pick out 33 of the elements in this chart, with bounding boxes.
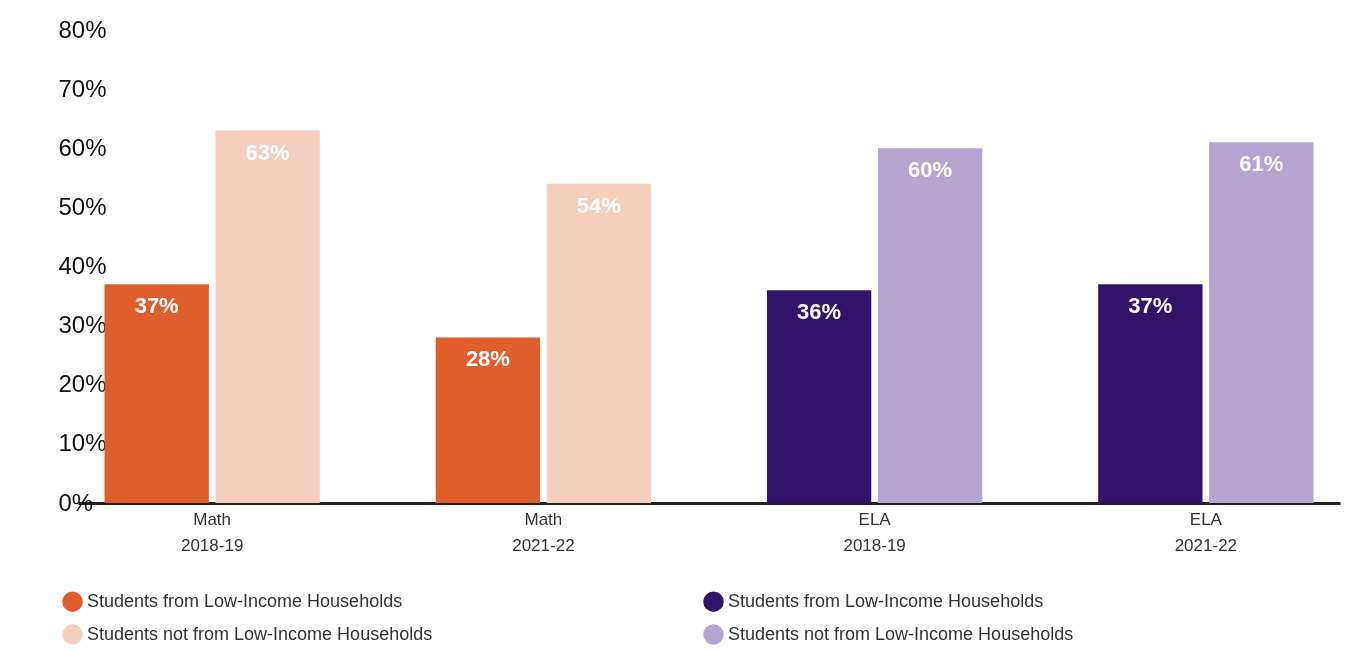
bar xyxy=(766,290,872,503)
data-label: 28% xyxy=(465,346,510,372)
bar xyxy=(1098,284,1203,503)
y-tick-label: 80% xyxy=(58,15,107,43)
legend-label: Students not from Low-Income Households xyxy=(87,623,433,644)
y-tick-label: 50% xyxy=(58,192,107,220)
bar xyxy=(435,337,541,503)
y-tick-label: 20% xyxy=(58,370,107,398)
data-label: 60% xyxy=(908,157,953,183)
bar xyxy=(1209,142,1314,503)
legend-label: Students from Low-Income Households xyxy=(87,590,403,611)
data-label: 37% xyxy=(134,293,179,319)
bar xyxy=(877,148,983,503)
x-tick-label: ELA 2021-22 xyxy=(1174,509,1238,555)
y-tick-label: 60% xyxy=(58,133,107,161)
data-label: 61% xyxy=(1239,151,1284,177)
legend-label: Students not from Low-Income Households xyxy=(728,623,1074,644)
y-tick-label: 40% xyxy=(58,252,107,279)
x-tick-label: ELA 2018-19 xyxy=(843,509,906,555)
data-label: 63% xyxy=(245,139,290,165)
bar xyxy=(215,130,320,503)
y-tick-label: 70% xyxy=(58,74,107,102)
y-tick-label: 0% xyxy=(58,488,94,516)
y-tick-label: 10% xyxy=(58,429,107,457)
data-label: 54% xyxy=(576,192,621,218)
y-tick-label: 30% xyxy=(58,311,107,339)
bar xyxy=(546,183,652,503)
x-tick-label: Math 2018-19 xyxy=(180,509,244,555)
bar xyxy=(104,284,209,503)
data-label: 36% xyxy=(797,299,842,325)
x-tick-label: Math 2021-22 xyxy=(512,509,575,555)
legend-label: Students from Low-Income Households xyxy=(728,590,1044,611)
data-label: 37% xyxy=(1128,293,1173,319)
